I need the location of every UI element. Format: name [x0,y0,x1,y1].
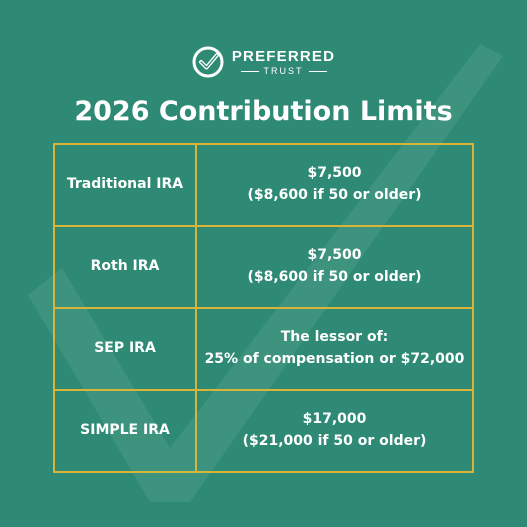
value-line: 25% of compensation or $72,000 [204,351,465,367]
value-line: $7,500 [307,247,362,264]
contribution-limits-table: Traditional IRA $7,500 ($8,600 if 50 or … [53,143,474,473]
brand-name: PREFERRED [231,47,336,65]
brand-sub: TRUST [263,65,304,76]
value-line: $17,000 [302,411,367,428]
row-value: $7,500 ($8,600 if 50 or older) [195,225,474,309]
value-line: ($8,600 if 50 or older) [247,269,422,285]
value-line: $7,500 [307,165,362,182]
row-value: The lessor of: 25% of compensation or $7… [195,307,474,391]
check-circle-icon [192,46,224,78]
value-line: The lessor of: [280,329,389,346]
row-value: $17,000 ($21,000 if 50 or older) [195,389,474,473]
divider [240,70,259,72]
table-row: Traditional IRA $7,500 ($8,600 if 50 or … [53,143,474,227]
value-line: ($8,600 if 50 or older) [247,187,422,203]
brand-logo: PREFERRED TRUST [0,44,527,80]
row-label: SEP IRA [53,307,197,391]
row-label: Traditional IRA [53,143,197,227]
table-row: Roth IRA $7,500 ($8,600 if 50 or older) [53,225,474,309]
divider [308,70,327,72]
table-row: SEP IRA The lessor of: 25% of compensati… [53,307,474,391]
page-title: 2026 Contribution Limits [74,96,453,127]
table-row: SIMPLE IRA $17,000 ($21,000 if 50 or old… [53,389,474,473]
row-label: SIMPLE IRA [53,389,197,473]
row-label: Roth IRA [53,225,197,309]
row-value: $7,500 ($8,600 if 50 or older) [195,143,474,227]
value-line: ($21,000 if 50 or older) [242,433,427,449]
